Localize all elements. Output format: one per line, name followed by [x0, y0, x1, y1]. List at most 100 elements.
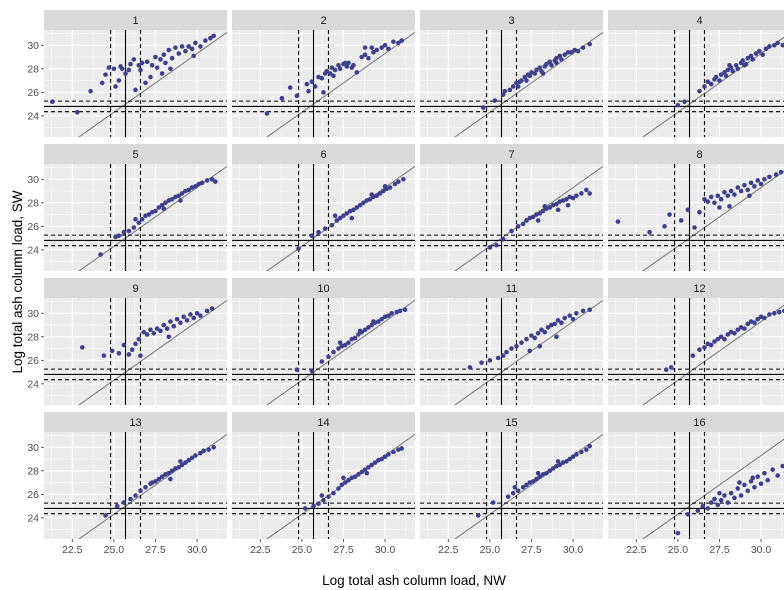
data-point: [351, 62, 356, 68]
data-point: [154, 326, 160, 331]
data-point: [166, 470, 172, 476]
facet-strip-label: 9: [132, 283, 138, 295]
data-point: [344, 64, 350, 69]
data-point: [116, 78, 122, 83]
data-point: [359, 469, 365, 475]
x-tick-label: 22.5: [438, 544, 459, 556]
data-point: [209, 176, 215, 182]
data-point: [341, 213, 346, 219]
data-point: [136, 220, 142, 226]
data-point: [515, 84, 521, 89]
data-point: [183, 460, 188, 465]
y-tick-label: 24: [27, 513, 39, 525]
facet-panel-15: 15 22.5 25.0 27.5 30.0: [420, 412, 603, 556]
data-point: [717, 205, 722, 210]
data-point: [337, 215, 343, 221]
data-point: [758, 181, 764, 187]
data-point: [361, 200, 366, 206]
data-point: [545, 325, 551, 330]
data-point: [211, 444, 216, 450]
x-tick-label: 30.0: [187, 544, 208, 556]
data-point: [121, 500, 127, 505]
y-tick-label: 26: [27, 489, 39, 501]
data-point: [748, 180, 754, 186]
data-point: [366, 55, 371, 61]
data-point: [401, 176, 406, 182]
data-point: [708, 500, 714, 505]
data-point: [763, 46, 769, 52]
data-point: [718, 334, 724, 340]
y-tick-label: 26: [27, 355, 39, 367]
facet-panel-1: 1 24 26 28 30: [27, 10, 227, 137]
data-point: [730, 68, 736, 74]
data-point: [337, 340, 343, 345]
data-point: [312, 84, 318, 89]
data-point: [362, 467, 368, 472]
data-point: [554, 201, 559, 207]
data-point: [101, 353, 107, 358]
data-point: [176, 464, 182, 470]
facet-panel-9: 9 24 26 28 30: [27, 278, 227, 405]
panel-plot-area: [44, 164, 227, 271]
facet-strip-label: 11: [506, 283, 517, 295]
data-point: [158, 57, 163, 62]
data-point: [547, 468, 553, 474]
data-point: [487, 245, 493, 250]
data-point: [331, 349, 336, 355]
data-point: [524, 482, 529, 488]
data-point: [146, 212, 152, 217]
data-point: [114, 503, 120, 509]
data-point: [369, 322, 375, 328]
data-point: [171, 323, 177, 329]
data-point: [391, 449, 396, 455]
data-point: [742, 62, 747, 68]
data-point: [697, 88, 702, 94]
panel-plot-area: [608, 432, 784, 539]
data-point: [467, 365, 473, 370]
data-point: [728, 490, 734, 496]
data-point: [535, 330, 541, 336]
data-point: [156, 476, 162, 482]
data-point: [745, 488, 751, 494]
data-point: [520, 484, 526, 490]
x-axis-title: Log total ash column load, NW: [322, 573, 506, 588]
data-point: [715, 336, 721, 342]
data-point: [742, 182, 747, 188]
data-point: [717, 78, 722, 83]
data-point: [722, 493, 727, 498]
data-point: [143, 80, 148, 86]
data-point: [695, 508, 701, 514]
data-point: [166, 334, 172, 340]
data-point: [306, 88, 311, 94]
data-point: [515, 224, 521, 229]
data-point: [682, 99, 687, 105]
data-point: [750, 475, 756, 481]
data-point: [587, 41, 592, 47]
data-point: [712, 200, 717, 206]
panel-background: [232, 164, 415, 271]
data-point: [387, 185, 393, 190]
data-point: [564, 459, 569, 464]
data-point: [534, 476, 539, 482]
data-point: [362, 327, 368, 333]
data-point: [179, 191, 185, 196]
y-tick-label: 28: [27, 466, 39, 478]
panel-background: [44, 298, 227, 405]
facet-strip: [232, 278, 415, 298]
data-point: [336, 62, 341, 68]
data-point: [555, 207, 561, 213]
data-point: [532, 335, 538, 341]
data-point: [750, 57, 756, 62]
data-point: [186, 44, 192, 49]
y-tick-label: 30: [27, 442, 39, 454]
data-point: [176, 51, 182, 56]
facet-strip: [44, 10, 227, 30]
data-point: [762, 470, 767, 476]
panel-background: [44, 432, 227, 539]
x-tick-label: 25.0: [104, 544, 125, 556]
data-point: [109, 348, 115, 354]
facet-panel-5: 5 24 26 28 30: [27, 144, 227, 271]
data-point: [584, 187, 589, 193]
data-point: [567, 313, 573, 318]
facet-strip-label: 6: [320, 149, 326, 161]
